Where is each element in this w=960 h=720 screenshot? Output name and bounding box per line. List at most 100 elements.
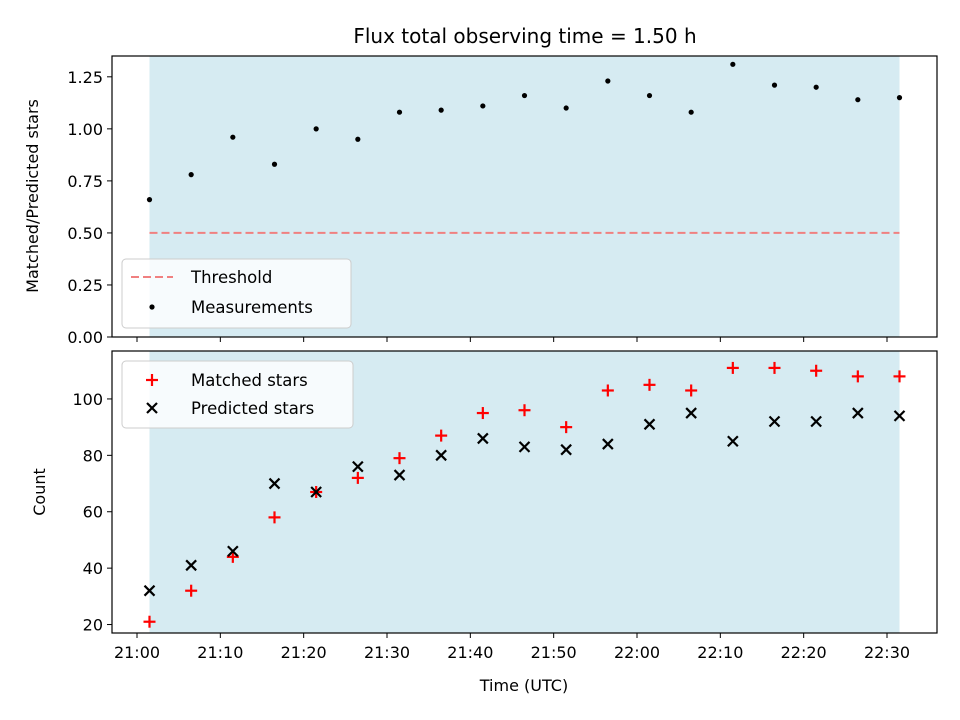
matched-star-point — [768, 361, 781, 374]
predicted-star-point — [602, 438, 614, 450]
measurement-point — [146, 197, 153, 203]
predicted-stars-points — [143, 407, 906, 597]
measurement-point — [730, 61, 736, 67]
bottom-y-tick-label: 20 — [83, 616, 103, 635]
predicted-star-point — [518, 441, 531, 453]
predicted-star-point — [310, 486, 322, 498]
matched-star-point — [268, 511, 281, 524]
matched-star-point — [226, 550, 239, 563]
bottom-y-tick-label: 100 — [72, 390, 103, 409]
bottom-y-tick-label: 60 — [83, 503, 103, 522]
measurement-point — [771, 82, 778, 88]
bottom-y-ticks: 20 40 60 80 100 — [72, 390, 112, 635]
predicted-star-point — [685, 407, 697, 419]
legend-predicted-swatch — [146, 402, 158, 414]
legend-predicted-label: Predicted stars — [191, 399, 314, 418]
measurement-point — [438, 107, 444, 113]
predicted-star-point — [435, 449, 447, 462]
x-tick-label: 21:40 — [447, 643, 493, 662]
measurement-point — [855, 97, 861, 103]
x-tick-label: 22:10 — [697, 643, 743, 662]
predicted-star-point — [893, 410, 906, 422]
matched-star-point — [143, 615, 156, 628]
matched-star-point — [560, 421, 573, 434]
measurement-point — [896, 95, 903, 101]
top-legend: Threshold Measurements — [121, 258, 352, 329]
predicted-star-point — [185, 559, 197, 572]
predicted-star-point — [477, 432, 489, 445]
predicted-star-point — [268, 477, 281, 490]
legend-measurements-swatch — [149, 304, 155, 310]
top-legend-box — [121, 258, 352, 329]
matched-star-point — [185, 584, 198, 597]
measurement-point — [480, 103, 486, 109]
top-y-tick-label: 1.25 — [67, 68, 103, 87]
top-panel: 0.00 0.25 0.50 0.75 1.00 1.25 Matched/Predict… — [23, 55, 938, 347]
x-axis-label: Time (UTC) — [479, 676, 568, 695]
predicted-star-point — [768, 415, 781, 428]
measurement-point — [396, 109, 403, 115]
bottom-legend-box — [121, 360, 354, 429]
measurement-point — [313, 126, 319, 132]
matched-star-point — [726, 361, 739, 374]
matched-star-point — [601, 384, 614, 397]
top-y-tick-label: 0.25 — [67, 276, 103, 295]
predicted-star-point — [143, 584, 156, 597]
top-y-ticks: 0.00 0.25 0.50 0.75 1.00 1.25 — [67, 68, 112, 347]
matched-star-point — [851, 370, 864, 383]
predicted-star-point — [810, 415, 822, 428]
x-tick-label: 22:00 — [614, 643, 660, 662]
bottom-y-axis-label: Count — [30, 468, 49, 516]
legend-measurements-label: Measurements — [191, 298, 313, 317]
matched-star-point — [351, 471, 364, 484]
matched-star-point — [643, 378, 656, 391]
measurement-point — [355, 136, 361, 142]
bottom-y-tick-label: 40 — [83, 559, 103, 578]
x-tick-label: 22:20 — [781, 643, 827, 662]
predicted-star-point — [643, 418, 656, 431]
matched-star-point — [435, 429, 448, 442]
predicted-star-point — [352, 460, 364, 473]
measurement-point — [646, 92, 653, 99]
measurement-point — [813, 84, 819, 90]
top-y-tick-label: 0.00 — [67, 328, 103, 347]
matched-star-point — [518, 404, 531, 417]
bottom-y-tick-label: 80 — [83, 446, 103, 465]
top-y-tick-label: 1.00 — [67, 120, 103, 139]
matched-star-point — [893, 370, 906, 383]
x-tick-label: 21:20 — [281, 643, 327, 662]
bottom-axes-frame — [111, 350, 938, 634]
matched-star-point — [393, 452, 406, 465]
chart-title: Flux total observing time = 1.50 h — [353, 24, 696, 48]
measurement-point — [688, 109, 694, 115]
top-y-tick-label: 0.50 — [67, 224, 103, 243]
x-tick-label: 21:00 — [114, 643, 160, 662]
measurement-point — [605, 78, 611, 84]
bottom-x-ticks: 21:00 21:10 21:20 21:30 21:40 21:50 22:00 22:10… — [114, 633, 910, 662]
legend-matched-swatch — [146, 374, 158, 386]
legend-threshold-label: Threshold — [190, 268, 272, 287]
x-tick-label: 22:30 — [864, 643, 910, 662]
legend-matched-label: Matched stars — [191, 371, 308, 390]
x-tick-label: 21:50 — [531, 643, 577, 662]
matched-star-point — [810, 364, 823, 377]
bottom-legend: Matched stars Predicted stars — [121, 360, 354, 429]
measurement-point — [271, 161, 278, 167]
matched-star-point — [685, 384, 698, 397]
predicted-star-point — [227, 545, 239, 557]
top-y-axis-label: Matched/Predicted stars — [23, 99, 42, 293]
measurement-point — [563, 105, 569, 111]
top-axes-frame — [111, 55, 938, 338]
x-tick-label: 21:10 — [197, 643, 243, 662]
predicted-star-point — [560, 443, 572, 456]
measurement-point — [230, 134, 236, 140]
matched-star-point — [476, 407, 489, 420]
measurement-point — [521, 92, 528, 99]
measurement-points — [146, 61, 903, 203]
predicted-star-point — [393, 469, 406, 481]
predicted-star-point — [727, 435, 739, 448]
top-x-ticks — [136, 337, 888, 342]
predicted-star-point — [852, 407, 864, 419]
